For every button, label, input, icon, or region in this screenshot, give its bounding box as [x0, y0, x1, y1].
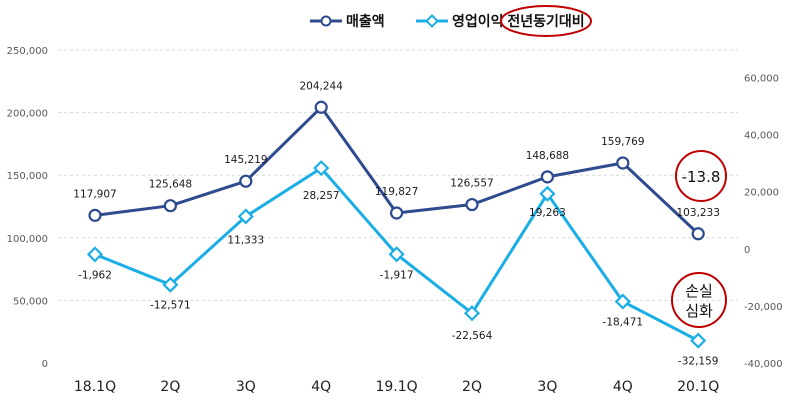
data-point [540, 170, 555, 184]
annotation-ring [675, 150, 727, 202]
x-tick-label: 4Q [311, 379, 331, 395]
data-label: 125,648 [149, 179, 192, 191]
right-tick-label: -40,000 [744, 359, 783, 370]
data-label: -1,962 [78, 269, 112, 281]
data-point [616, 156, 630, 170]
legend: 매출액 영업이익 전년동기대비 [310, 5, 592, 37]
x-tick-label: 3Q [236, 379, 256, 395]
left-tick-label: 250,000 [7, 46, 48, 57]
data-point [390, 206, 404, 220]
data-label: 19,263 [529, 207, 566, 219]
data-label: -22,564 [452, 330, 493, 342]
legend-extra-ring [500, 5, 592, 37]
data-point [465, 197, 479, 212]
annotation-ring [671, 272, 727, 328]
right-tick-label: -20,000 [744, 302, 783, 313]
data-point [314, 100, 328, 114]
right-tick-label: 40,000 [744, 131, 779, 142]
data-label: 126,557 [450, 178, 493, 190]
right-tick-label: 20,000 [744, 188, 779, 199]
data-label: 11,333 [227, 234, 264, 246]
annotation-text: -13.8 [682, 168, 721, 186]
data-point [163, 199, 177, 213]
x-tick-label: 20.1Q [677, 379, 719, 395]
data-label: 145,219 [224, 154, 267, 166]
data-label: -18,471 [603, 317, 644, 329]
data-point [313, 160, 330, 177]
data-label: 204,244 [299, 80, 343, 92]
data-point [463, 305, 481, 322]
left-tick-label: 100,000 [7, 234, 48, 245]
data-point [239, 174, 253, 188]
legend-marker [320, 15, 332, 27]
data-point [88, 208, 102, 222]
data-label: -12,571 [150, 300, 191, 312]
x-tick-label: 2Q [462, 379, 482, 395]
data-point [237, 208, 254, 225]
legend-marker [425, 14, 439, 28]
data-point [388, 246, 405, 263]
data-point [691, 227, 705, 241]
annotation-text: 심화 [685, 302, 713, 320]
left-tick-label: 50,000 [13, 296, 48, 307]
left-tick-label: 0 [42, 359, 48, 370]
data-point [614, 293, 631, 310]
data-point [690, 332, 707, 349]
data-label: -1,917 [380, 269, 414, 281]
x-axis: 18.1Q 2Q 3Q 4Q 19.1Q 2Q 3Q 4Q 20.1Q [74, 379, 719, 395]
right-y-axis: -40,000 -20,000 0 20,000 40,000 60,000 [744, 74, 783, 371]
left-tick-label: 200,000 [7, 109, 48, 120]
x-tick-label: 2Q [160, 379, 180, 395]
left-y-axis: 0 50,000 100,000 150,000 200,000 250,000 [7, 46, 48, 370]
data-label: 28,257 [303, 190, 340, 202]
x-tick-label: 19.1Q [375, 379, 417, 395]
series-layer [86, 100, 707, 349]
legend-extra-label: 전년동기대비 [507, 13, 584, 30]
data-label: 103,233 [676, 207, 719, 219]
data-label: 117,907 [73, 188, 116, 200]
right-tick-label: 0 [744, 245, 750, 256]
annotation-text: 손실 [685, 282, 713, 300]
x-tick-label: 18.1Q [74, 379, 116, 395]
data-point [86, 246, 104, 263]
x-tick-label: 4Q [613, 379, 633, 395]
x-tick-label: 3Q [537, 379, 557, 395]
legend-label: 매출액 [346, 13, 385, 30]
data-label: 159,769 [601, 136, 644, 148]
data-label: -32,159 [678, 356, 719, 368]
data-label: 119,827 [375, 186, 418, 198]
right-tick-label: 60,000 [744, 74, 779, 85]
data-point [162, 276, 179, 293]
legend-label: 영업이익 [452, 13, 504, 30]
data-labels: 117,907 125,648 145,219 204,244 119,827 126,5… [73, 80, 720, 367]
data-point [539, 185, 556, 202]
left-tick-label: 150,000 [7, 171, 48, 182]
data-label: 148,688 [526, 150, 569, 162]
